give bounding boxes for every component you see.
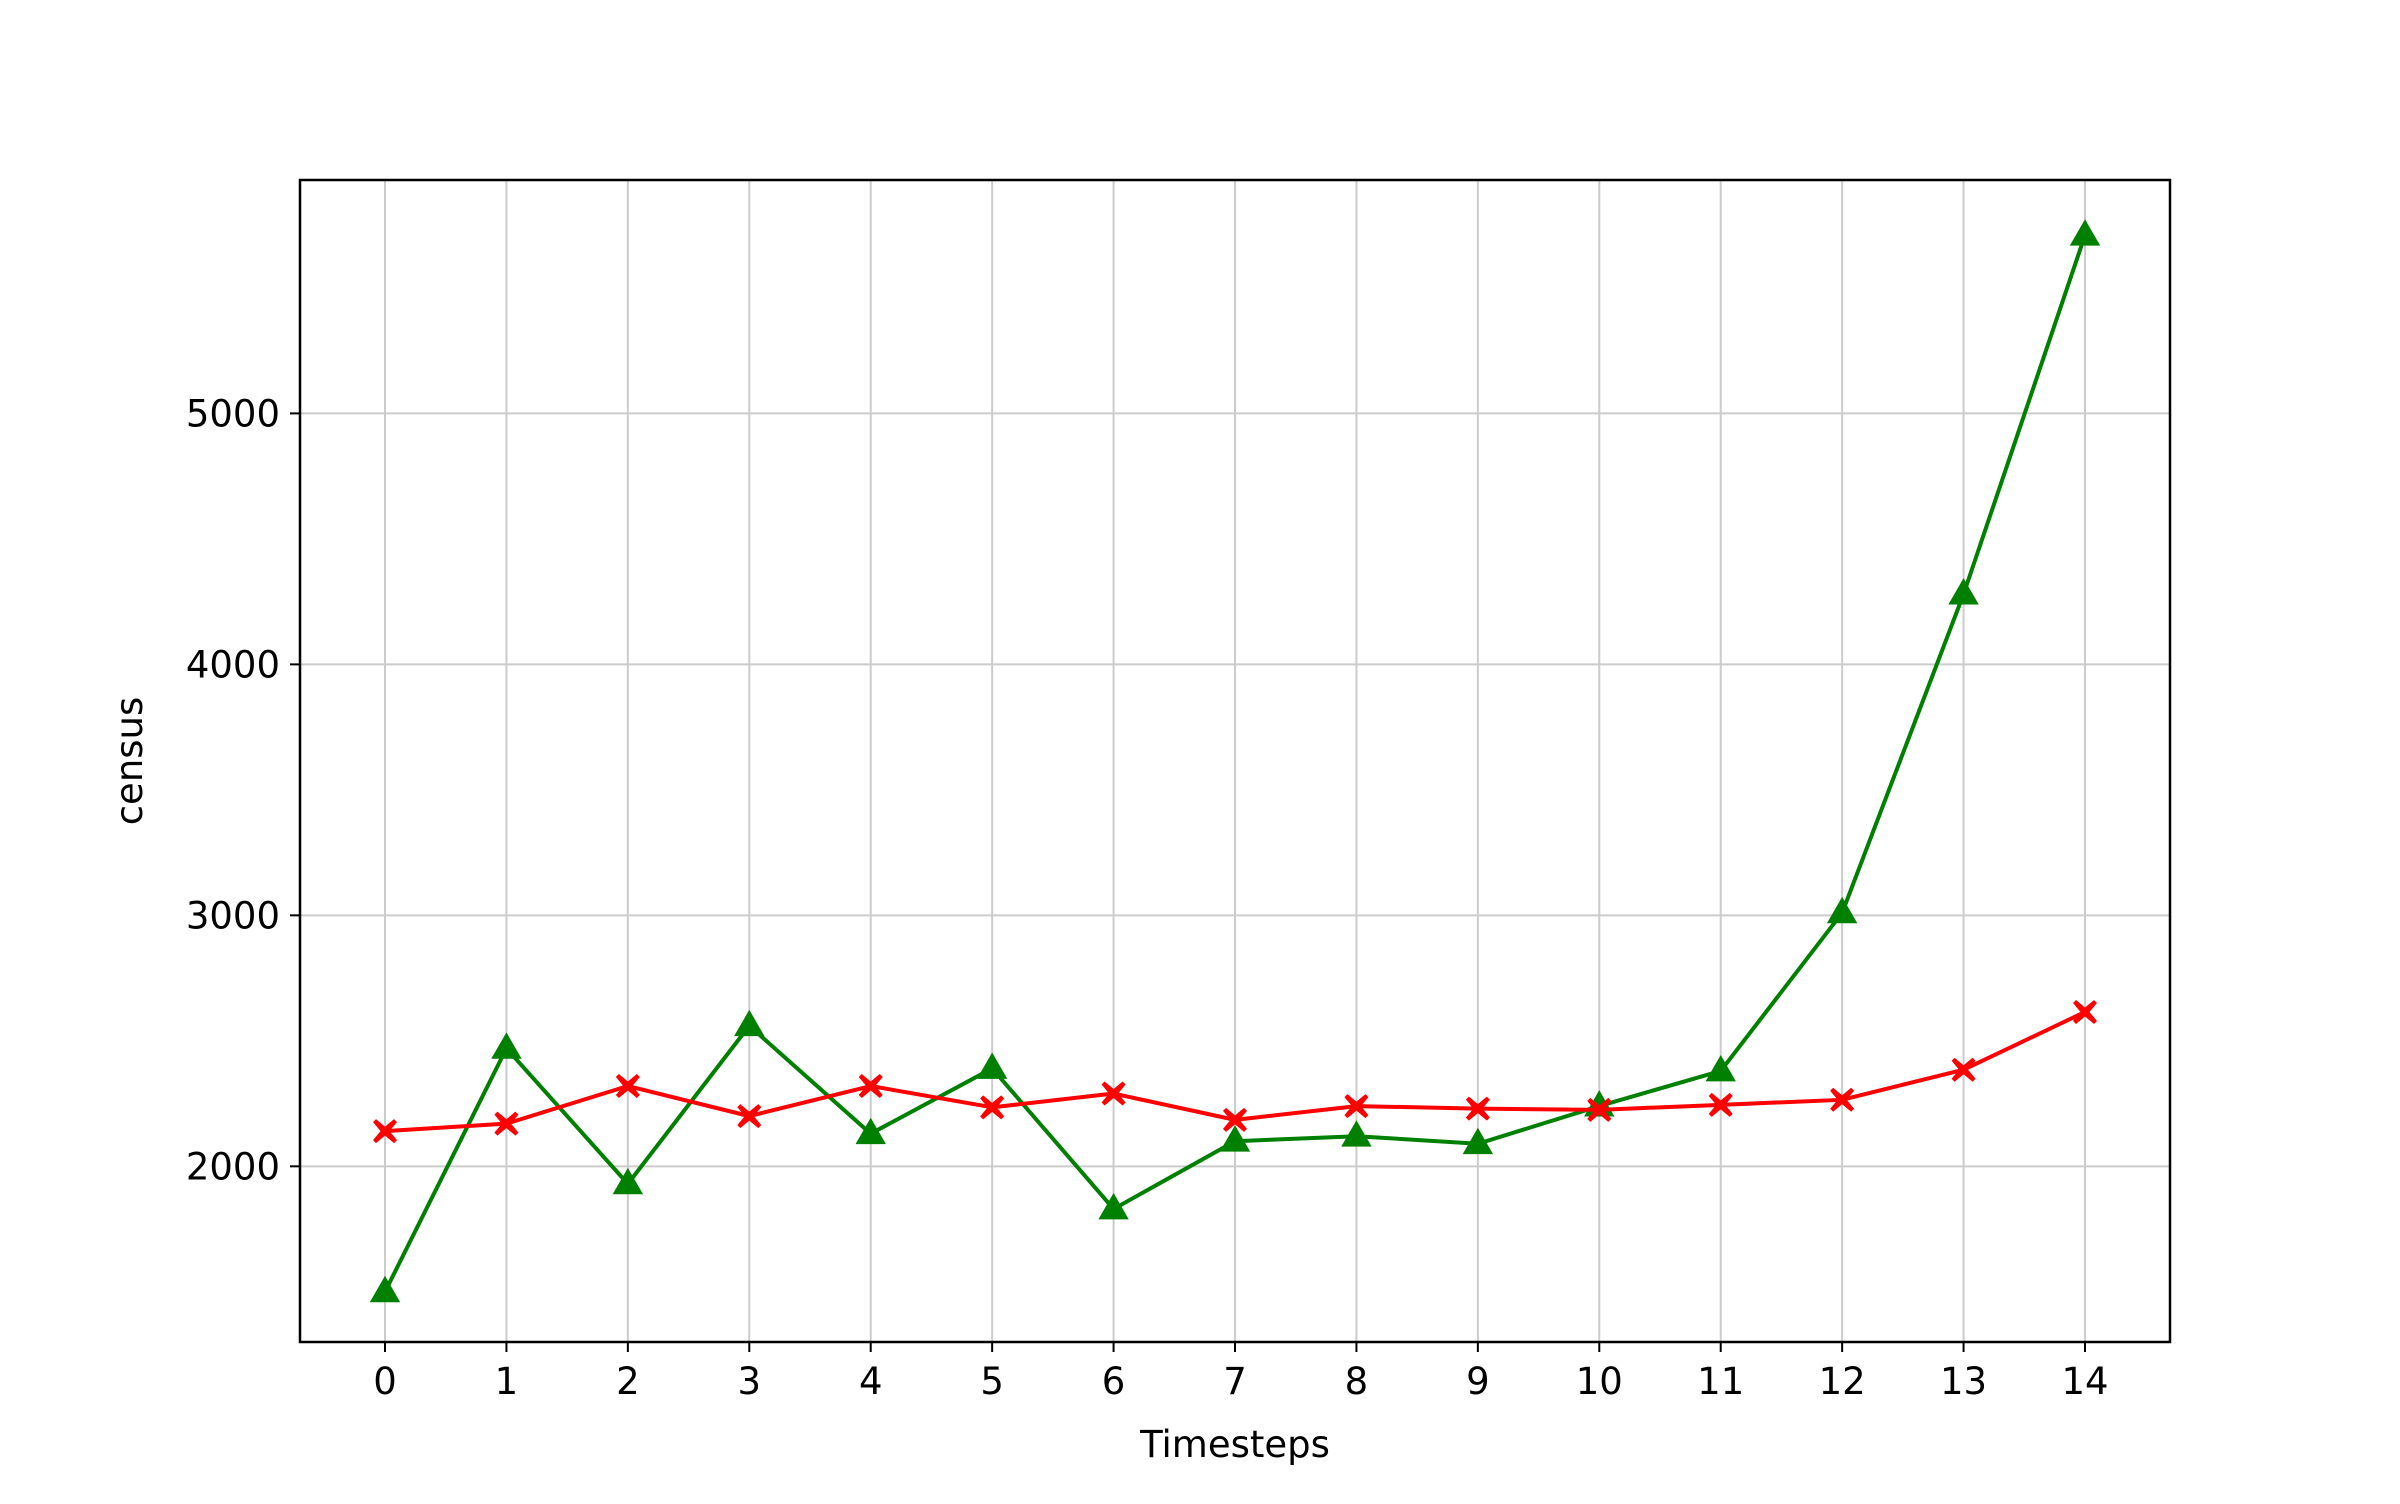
x-marker: [1708, 1092, 1733, 1117]
triangle-marker: [1341, 1120, 1372, 1147]
x-tick-label: 7: [1223, 1360, 1247, 1403]
triangle-marker: [1826, 896, 1858, 924]
y-tick-label: 3000: [186, 894, 280, 937]
x-axis-ticks: 0 1 2 3 4 5 6 7 8 9 10 11 12 13 14: [373, 1342, 2109, 1403]
triangle-marker: [2069, 219, 2101, 246]
x-marker: [737, 1104, 762, 1129]
x-marker: [494, 1111, 519, 1136]
triangle-marker: [1948, 578, 1979, 605]
x-marker: [1465, 1096, 1490, 1121]
triangle-marker: [1098, 1192, 1129, 1220]
triangle-marker: [612, 1167, 644, 1195]
x-tick-label: 14: [2061, 1360, 2108, 1403]
x-tick-label: 6: [1102, 1360, 1126, 1403]
x-tick-label: 10: [1576, 1360, 1623, 1403]
x-tick-label: 12: [1819, 1360, 1866, 1403]
x-tick-label: 4: [859, 1360, 883, 1403]
triangle-marker: [734, 1009, 765, 1037]
x-marker: [373, 1119, 397, 1144]
x-tick-label: 5: [980, 1360, 1004, 1403]
x-tick-label: 3: [738, 1360, 762, 1403]
series-layer: [369, 219, 2101, 1303]
y-axis-label: census: [108, 697, 151, 826]
series-2: [373, 999, 2097, 1144]
x-tick-label: 1: [495, 1360, 519, 1403]
x-tick-label: 13: [1940, 1360, 1987, 1403]
x-marker: [615, 1074, 640, 1099]
triangle-marker: [1705, 1054, 1736, 1082]
x-tick-label: 2: [616, 1360, 640, 1403]
x-marker: [1101, 1081, 1126, 1106]
triangle-marker: [1219, 1125, 1251, 1152]
triangle-marker: [369, 1275, 401, 1303]
y-tick-label: 5000: [186, 392, 280, 435]
x-tick-label: 8: [1345, 1360, 1369, 1403]
x-marker: [2073, 999, 2097, 1024]
triangle-marker: [491, 1032, 522, 1059]
x-marker: [980, 1095, 1005, 1120]
triangle-marker: [976, 1052, 1008, 1079]
x-marker: [1830, 1087, 1855, 1112]
x-tick-label: 11: [1697, 1360, 1744, 1403]
x-marker: [1223, 1107, 1247, 1132]
x-marker: [858, 1074, 883, 1099]
x-tick-label: 0: [373, 1360, 397, 1403]
triangle-marker: [1462, 1127, 1494, 1155]
x-axis-label: Timesteps: [1139, 1423, 1330, 1466]
y-axis-ticks: 2000 3000 4000 5000: [186, 392, 300, 1188]
x-marker: [1951, 1057, 1976, 1082]
x-marker: [1344, 1094, 1369, 1119]
y-tick-label: 4000: [186, 643, 280, 686]
triangle-marker: [855, 1117, 886, 1145]
y-tick-label: 2000: [186, 1145, 280, 1188]
x-tick-label: 9: [1466, 1360, 1490, 1403]
grid-lines: [300, 180, 2170, 1342]
x-marker: [1587, 1097, 1612, 1122]
